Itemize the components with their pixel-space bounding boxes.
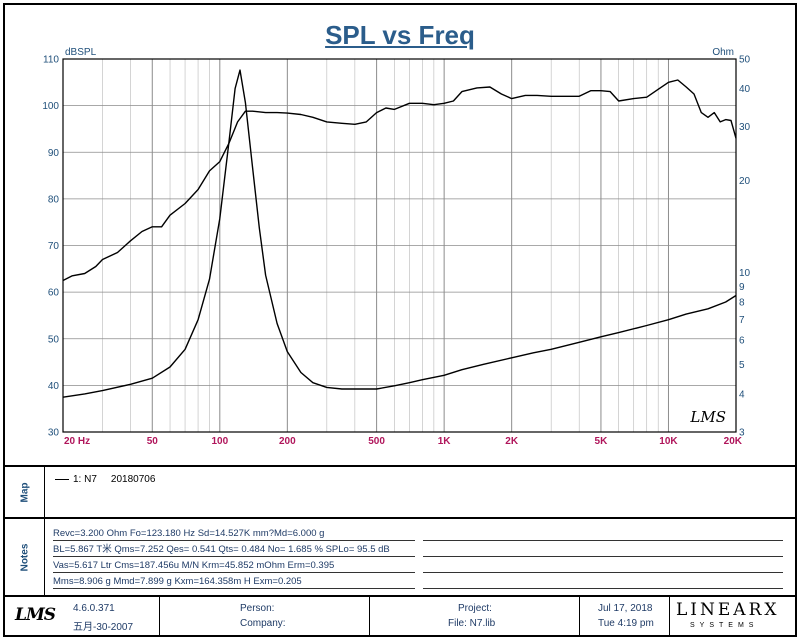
footer-project-cell: Project: File: N7.lib [370, 597, 580, 635]
window-frame [3, 3, 797, 637]
y2-tick-label: 6 [739, 336, 745, 347]
footer-version-cell: LMS 4.6.0.371 五月-30-2007 [5, 597, 160, 635]
x-tick-label: 10K [659, 436, 678, 447]
y2-axis-label: Ohm [712, 47, 734, 58]
footer-time: Tue 4:19 pm [598, 618, 654, 629]
y2-tick-label: 8 [739, 297, 745, 308]
y-tick-label: 100 [42, 101, 59, 112]
company-label: Company: [240, 618, 286, 629]
plot-border [62, 58, 737, 433]
x-tick-label: 50 [147, 436, 159, 447]
notes-line-4: Mms=8.906 g Mmd=7.899 g Kxm=164.358m H E… [53, 575, 415, 589]
y2-tick-label: 3 [739, 428, 745, 439]
notes-blank-3[interactable] [423, 559, 783, 573]
lms-watermark: LMS [689, 408, 726, 426]
x-tick-label: 20 Hz [64, 436, 90, 447]
y2-tick-label: 50 [739, 55, 751, 66]
map-panel: Map 1: N7 20180706 [5, 465, 795, 517]
legend-series-name: 1: N7 [73, 474, 97, 485]
y-tick-label: 70 [48, 241, 60, 252]
lms-logo: LMS [15, 605, 56, 625]
notes-blank-2[interactable] [423, 543, 783, 557]
notes-blank-1[interactable] [423, 527, 783, 541]
person-label: Person: [240, 603, 275, 614]
y-tick-label: 30 [48, 428, 60, 439]
y-tick-label: 50 [48, 334, 60, 345]
y2-tick-label: 9 [739, 282, 745, 293]
project-label: Project: [458, 603, 492, 614]
legend-line-swatch [55, 479, 69, 480]
chart-canvas: 30 40 50 60 70 80 90 100 110 3 4 5 6 7 8 9 10 20 30 40 50 20 … [42, 47, 751, 447]
footer-person-cell: Person: Company: [160, 597, 370, 635]
x-tick-label: 1K [438, 436, 452, 447]
notes-line-2: BL=5.867 T米 Qms=7.252 Qes= 0.541 Qts= 0.… [53, 543, 415, 557]
impedance-series-line [62, 69, 737, 398]
y-tick-label: 60 [48, 288, 60, 299]
y-tick-label: 80 [48, 194, 60, 205]
legend-series-date: 20180706 [110, 474, 156, 485]
x-tick-label: 100 [211, 436, 228, 447]
y2-tick-label: 20 [739, 176, 751, 187]
notes-label: Notes [5, 519, 45, 595]
linearx-logo: LINEARX [676, 600, 780, 620]
y2-tick-label: 10 [739, 268, 751, 279]
notes-blank-4[interactable] [423, 575, 783, 589]
y2-tick-label: 5 [739, 360, 745, 371]
notes-line-3: Vas=5.617 Ltr Cms=187.456u M/N Krm=45.85… [53, 559, 415, 573]
linearx-systems-text: SYSTEMS [690, 622, 759, 629]
legend-entry[interactable]: 1: N7 20180706 [55, 474, 155, 485]
y-tick-label: 90 [48, 148, 60, 159]
version-date: 五月-30-2007 [73, 622, 134, 633]
footer-brand-cell: LINEARX SYSTEMS [670, 597, 795, 635]
x-tick-label: 20K [724, 436, 743, 447]
spl-series-line [62, 79, 737, 282]
footer-date: Jul 17, 2018 [598, 603, 653, 614]
footer-date-cell: Jul 17, 2018 Tue 4:19 pm [580, 597, 670, 635]
x-tick-label: 500 [368, 436, 385, 447]
file-label: File: N7.lib [448, 618, 496, 629]
y-axis-label: dBSPL [65, 47, 97, 58]
notes-line-1: Revc=3.200 Ohm Fo=123.180 Hz Sd=14.527K … [53, 527, 415, 541]
x-tick-label: 5K [595, 436, 609, 447]
y-tick-label: 40 [48, 381, 60, 392]
map-label: Map [5, 467, 45, 517]
x-tick-label: 2K [505, 436, 519, 447]
y2-tick-label: 7 [739, 315, 745, 326]
y2-tick-label: 30 [739, 122, 751, 133]
version-number: 4.6.0.371 [73, 603, 115, 614]
y-tick-label: 110 [43, 55, 59, 66]
x-tick-label: 200 [279, 436, 296, 447]
chart-title: SPL vs Freq [325, 20, 475, 50]
notes-panel: Notes Revc=3.200 Ohm Fo=123.180 Hz Sd=14… [5, 517, 795, 595]
footer-bar: LMS 4.6.0.371 五月-30-2007 Person: Company… [5, 595, 795, 635]
y2-tick-label: 40 [739, 84, 751, 95]
y2-tick-label: 4 [739, 389, 745, 400]
